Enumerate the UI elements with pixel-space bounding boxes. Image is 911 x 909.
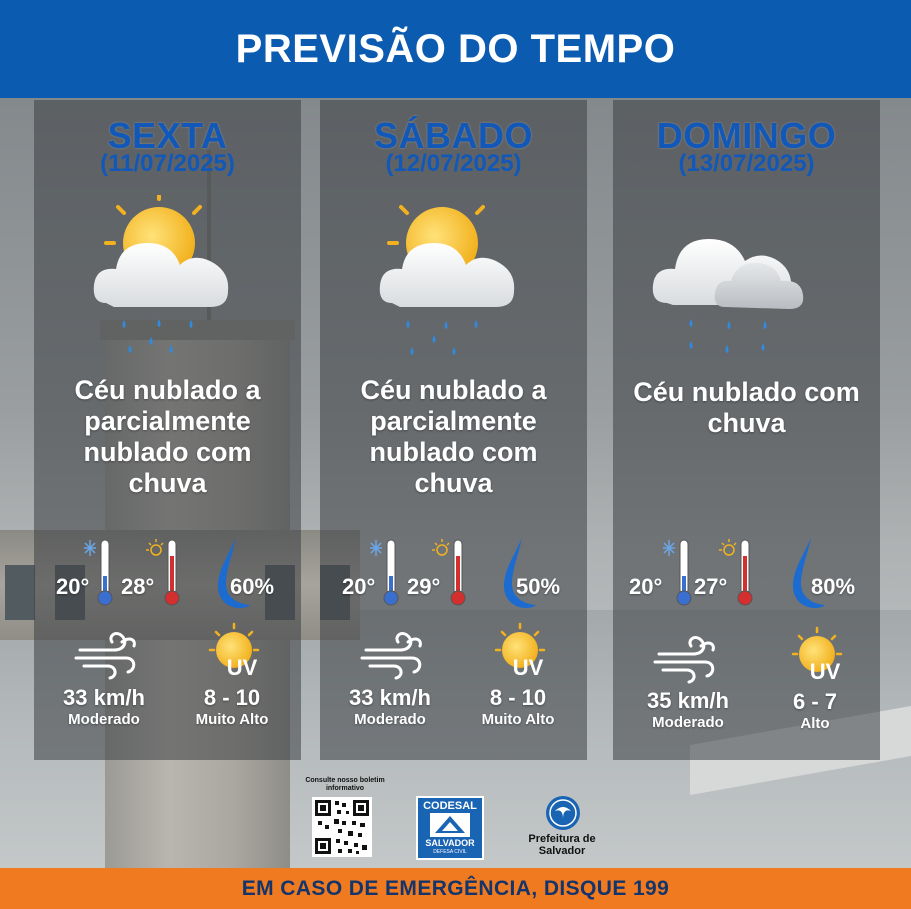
cloud-rain-icon [652,239,804,353]
codesal-logo-subtitle: DEFESA CIVIL [433,849,467,855]
temperature-humidity-row: 20° 29° 50% [320,532,587,612]
wind-speed: 33 km/h [63,685,145,710]
humidity-value: 60% [230,574,275,599]
wind-icon [74,632,136,680]
humidity-value: 80% [811,574,856,599]
uv-level: Muito Alto [195,711,269,728]
humidity-value: 50% [516,574,561,599]
humidity-drop-icon [793,538,825,608]
uv-index: 8 - 10 [203,685,261,710]
temp-max: 28° [121,574,155,599]
wind-label: Moderado [354,711,426,728]
page-title: PREVISÃO DO TEMPO [235,26,676,71]
description-line: nublado com [83,437,252,467]
description-line: Céu nublado a [360,375,547,405]
uv-index: 6 - 7 [792,689,838,714]
codesal-logo-city: SALVADOR [425,838,475,848]
day-column-friday: SEXTA (11/07/2025) Céu nublado a parc [34,0,301,760]
hot-thermometer-icon [146,539,180,606]
codesal-emblem-icon [430,813,470,837]
day-date: (13/07/2025) [678,150,815,177]
sun-cloud-rain-icon [93,195,229,353]
day-name: DOMINGO [656,115,837,156]
weather-description: Céu nublado a parcialmente nublado com c… [54,375,281,499]
wind-label: Moderado [68,711,140,728]
temp-min: 20° [56,574,90,599]
cold-thermometer-icon [84,539,113,606]
humidity-drop-icon [218,538,250,608]
weather-description: Céu nublado com chuva [633,377,860,439]
prefeitura-logo-label: Prefeitura de Salvador [528,833,596,857]
emergency-footer: EM CASO DE EMERGÊNCIA, DISQUE 199 [0,868,911,909]
description-line: chuva [128,468,207,498]
wind-speed: 35 km/h [647,688,729,713]
uv-sun-icon [791,626,843,672]
header-bar: PREVISÃO DO TEMPO [0,0,911,98]
temp-max: 27° [694,574,728,599]
qr-caption: Consulte nosso boletim informativo [305,777,385,792]
hot-thermometer-icon [432,539,466,606]
temp-max: 29° [407,574,441,599]
prefeitura-emblem-icon [546,796,580,830]
temp-min: 20° [342,574,376,599]
uv-level: Muito Alto [481,711,555,728]
temperature-humidity-row: 20° 27° 80% [613,532,880,612]
codesal-logo: CODESAL SALVADOR DEFESA CIVIL [416,796,484,860]
description-line: chuva [414,468,493,498]
uv-sun-icon [494,622,546,668]
temp-min: 20° [629,574,663,599]
background-window [5,565,35,620]
day-column-sunday: DOMINGO (13/07/2025) Céu nublado com chu… [613,0,880,760]
uv-sun-icon [208,622,260,668]
wind-label: Moderado [652,714,724,731]
wind-icon [360,632,422,680]
wind-icon [653,636,715,684]
day-date: (12/07/2025) [385,150,522,177]
description-line: parcialmente [370,406,537,436]
description-line: nublado com [369,437,538,467]
wind-speed: 33 km/h [349,685,431,710]
uv-index: 8 - 10 [489,685,547,710]
day-column-saturday: SÁBADO (12/07/2025) Céu nublado a parcia… [320,0,587,760]
cold-thermometer-icon [370,539,399,606]
forecast-panel-sunday [613,100,880,760]
temperature-humidity-row: 20° 28° 60% [34,532,301,612]
day-date: (11/07/2025) [100,150,235,177]
qr-code[interactable] [312,797,372,857]
uv-level: Alto [800,715,830,732]
humidity-drop-icon [504,538,536,608]
uv-label-letters: UV [512,655,544,680]
day-name: SÁBADO [373,115,533,156]
description-line: chuva [707,408,786,438]
uv-label-letters: UV [226,655,258,680]
codesal-logo-title: CODESAL [423,800,477,812]
description-line: parcialmente [84,406,251,436]
description-line: Céu nublado com [633,377,860,407]
description-line: Céu nublado a [74,375,261,405]
cold-thermometer-icon [663,539,692,606]
hot-thermometer-icon [719,539,753,606]
emergency-text: EM CASO DE EMERGÊNCIA, DISQUE 199 [241,876,670,900]
uv-label-letters: UV [809,659,841,684]
day-name: SEXTA [107,115,228,156]
weather-description: Céu nublado a parcialmente nublado com c… [340,375,567,499]
sun-cloud-rain-icon [379,205,515,355]
